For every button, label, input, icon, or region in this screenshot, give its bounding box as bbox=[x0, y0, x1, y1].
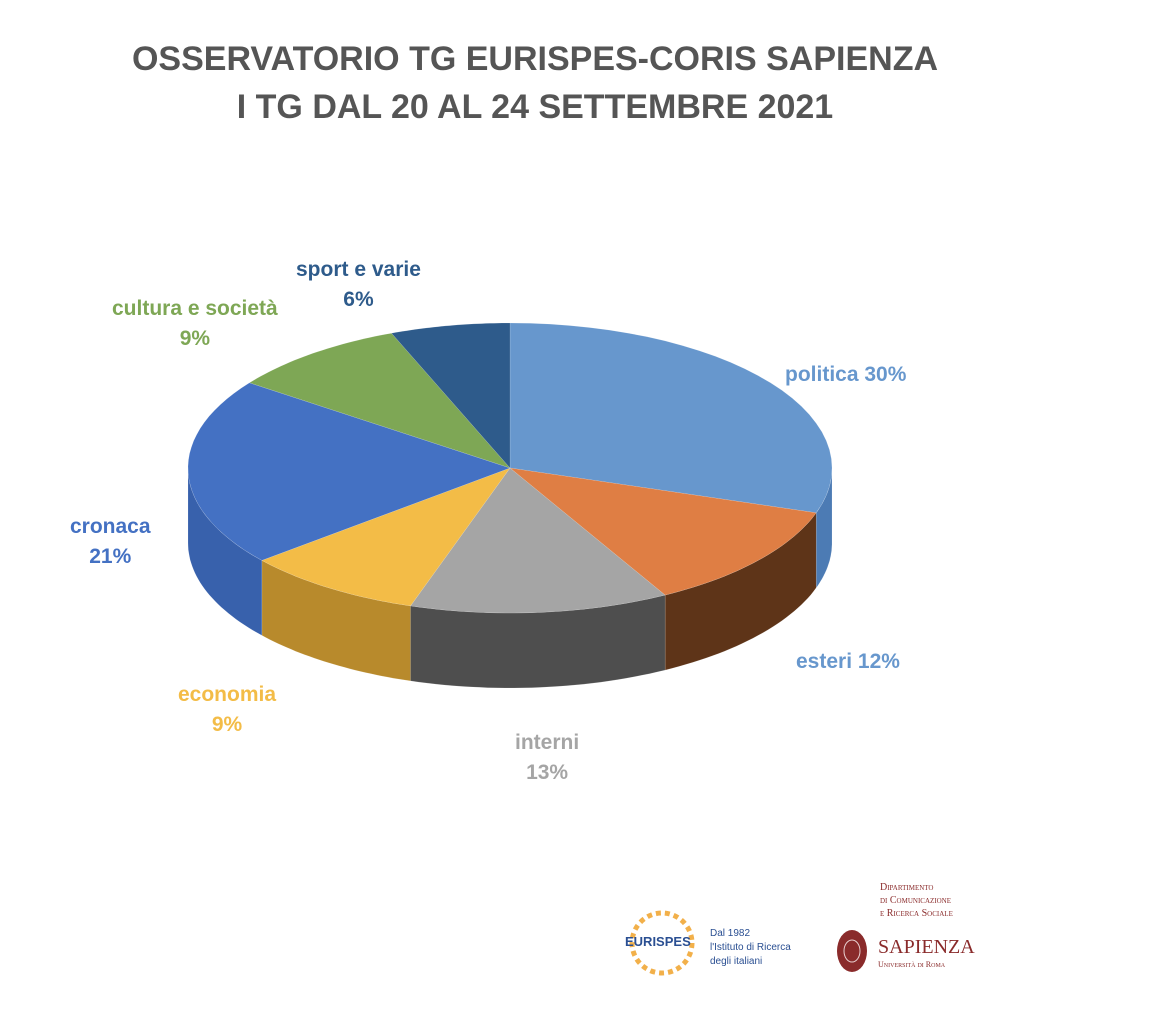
eurispes-tagline-3: degli italiani bbox=[710, 956, 763, 967]
pie-slice-interni bbox=[410, 467, 666, 614]
label-politica: politica 30% bbox=[785, 363, 907, 386]
chart-title: OSSERVATORIO TG EURISPES-CORIS SAPIENZA bbox=[131, 40, 939, 78]
pie-side-cronaca bbox=[187, 467, 263, 636]
pie-slice-economia bbox=[261, 467, 511, 607]
sapienza-dept-1: Dipartimento bbox=[880, 882, 934, 893]
sapienza-seal-icon bbox=[837, 930, 867, 972]
label-cronaca: cronaca 21% bbox=[70, 515, 151, 568]
label-esteri: esteri 12% bbox=[796, 650, 900, 673]
sapienza-dept-2: di Comunicazione bbox=[880, 895, 951, 906]
pie-slice-cronaca bbox=[187, 382, 511, 561]
eurispes-tagline-1: Dal 1982 bbox=[710, 928, 751, 939]
label-sport: sport e varie 6% bbox=[296, 258, 421, 311]
chart-subtitle: I TG DAL 20 AL 24 SETTEMBRE 2021 bbox=[236, 88, 834, 126]
sapienza-subtitle: Università di Roma bbox=[878, 960, 946, 969]
pie-slice-politica bbox=[509, 322, 833, 514]
eurispes-tagline-2: l'Istituto di Ricerca bbox=[710, 942, 791, 953]
eurispes-star-ring-icon bbox=[629, 910, 695, 976]
label-interni: interni 13% bbox=[515, 731, 580, 784]
pie-slice-cultura bbox=[248, 332, 511, 469]
sapienza-dept-3: e Ricerca Sociale bbox=[880, 908, 953, 919]
label-economia: economia 9% bbox=[178, 683, 277, 736]
pie-slice-esteri bbox=[509, 467, 817, 596]
sapienza-name: Sapienza bbox=[878, 936, 975, 958]
label-cultura: cultura e società 9% bbox=[112, 297, 278, 350]
pie-slice-sport bbox=[391, 322, 511, 469]
eurispes-name: EURISPES bbox=[625, 934, 691, 949]
